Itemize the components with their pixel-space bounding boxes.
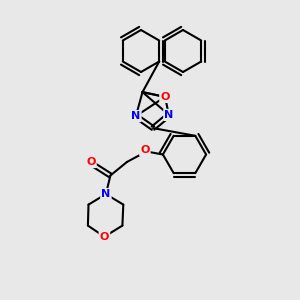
Text: O: O: [86, 157, 96, 167]
Text: N: N: [164, 110, 173, 120]
Text: N: N: [131, 111, 140, 121]
Text: O: O: [100, 232, 109, 242]
Text: O: O: [160, 92, 170, 102]
Text: N: N: [101, 189, 110, 199]
Text: O: O: [140, 145, 150, 155]
